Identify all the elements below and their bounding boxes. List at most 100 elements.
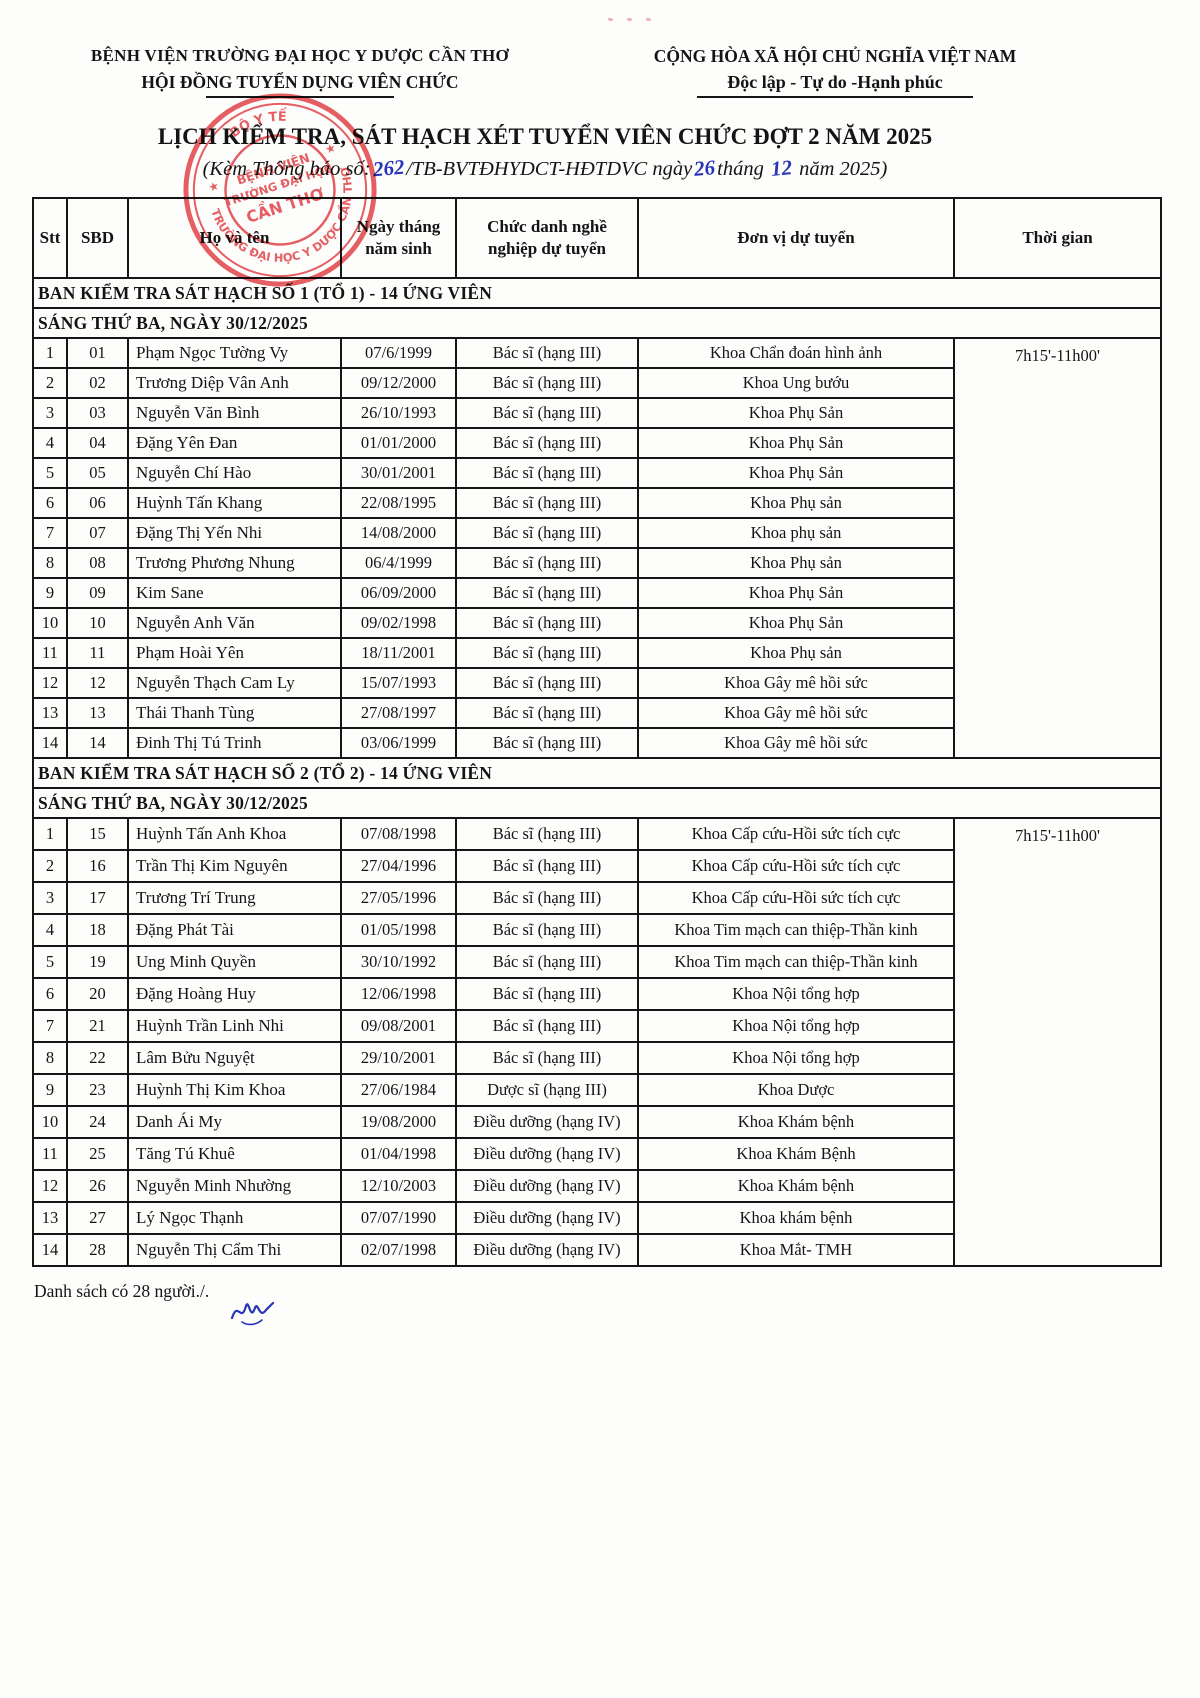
stt-cell: 13 bbox=[32, 697, 68, 729]
stt-cell: 2 bbox=[32, 367, 68, 399]
footer-note: Danh sách có 28 người./. bbox=[34, 1281, 210, 1301]
title-cell: Bác sĩ (hạng III) bbox=[455, 913, 639, 947]
unit-cell: Khoa Chẩn đoán hình ảnh bbox=[637, 337, 955, 369]
candidate-row: 10 10 Nguyễn Anh Văn 09/02/1998 Bác sĩ (hạng… bbox=[32, 607, 1161, 639]
dob-cell: 27/05/1996 bbox=[340, 881, 457, 915]
title-cell: Bác sĩ (hạng III) bbox=[455, 547, 639, 579]
col-header-title: Chức danh nghề nghiệp dự tuyển bbox=[455, 197, 639, 279]
stt-cell: 8 bbox=[32, 1041, 68, 1075]
sbd-cell: 25 bbox=[66, 1137, 129, 1171]
document-subtitle: (Kèm Thông báo số:262/TB-BVTĐHYDCT-HĐTDV… bbox=[25, 155, 1065, 182]
stt-cell: 11 bbox=[32, 637, 68, 669]
name-cell: Trương Phương Nhung bbox=[127, 547, 342, 579]
title-cell: Bác sĩ (hạng III) bbox=[455, 577, 639, 609]
unit-cell: Khoa khám bệnh bbox=[637, 1201, 955, 1235]
stt-cell: 9 bbox=[32, 1073, 68, 1107]
exam-schedule-table: Stt SBD Họ và tên Ngày tháng năm sinh Ch… bbox=[32, 197, 1162, 1267]
candidate-row: 6 20 Đặng Hoàng Huy 12/06/1998 Bác sĩ (hạng … bbox=[32, 977, 1161, 1011]
dob-cell: 26/10/1993 bbox=[340, 397, 457, 429]
issuer-org-name: BỆNH VIỆN TRƯỜNG ĐẠI HỌC Y DƯỢC CẦN THƠ bbox=[90, 46, 510, 65]
sbd-cell: 18 bbox=[66, 913, 129, 947]
unit-cell: Khoa phụ sản bbox=[637, 517, 955, 549]
stt-cell: 11 bbox=[32, 1137, 68, 1171]
dob-cell: 09/12/2000 bbox=[340, 367, 457, 399]
title-cell: Điều dưỡng (hạng IV) bbox=[455, 1201, 639, 1235]
candidate-row: 9 09 Kim Sane 06/09/2000 Bác sĩ (hạng III) Kh… bbox=[32, 577, 1161, 609]
unit-cell: Khoa Cấp cứu-Hồi sức tích cực bbox=[637, 817, 955, 851]
dob-cell: 06/4/1999 bbox=[340, 547, 457, 579]
title-cell: Điều dưỡng (hạng IV) bbox=[455, 1105, 639, 1139]
document-header: BỆNH VIỆN TRƯỜNG ĐẠI HỌC Y DƯỢC CẦN THƠ … bbox=[0, 0, 1200, 98]
title-cell: Điều dưỡng (hạng IV) bbox=[455, 1137, 639, 1171]
stt-cell: 1 bbox=[32, 337, 68, 369]
sbd-cell: 01 bbox=[66, 337, 129, 369]
unit-cell: Khoa Khám Bệnh bbox=[637, 1137, 955, 1171]
unit-cell: Khoa Phụ Sản bbox=[637, 607, 955, 639]
table-header: Stt SBD Họ và tên Ngày tháng năm sinh Ch… bbox=[32, 197, 1162, 279]
dob-cell: 27/06/1984 bbox=[340, 1073, 457, 1107]
candidate-row: 4 18 Đặng Phát Tài 01/05/1998 Bác sĩ (hạng I… bbox=[32, 913, 1161, 947]
dob-cell: 09/02/1998 bbox=[340, 607, 457, 639]
unit-cell: Khoa Ung bướu bbox=[637, 367, 955, 399]
subtitle-mid2: tháng bbox=[717, 158, 764, 180]
col-header-sbd: SBD bbox=[66, 197, 129, 279]
title-cell: Bác sĩ (hạng III) bbox=[455, 881, 639, 915]
dob-cell: 09/08/2001 bbox=[340, 1009, 457, 1043]
title-cell: Bác sĩ (hạng III) bbox=[455, 667, 639, 699]
stt-cell: 4 bbox=[32, 913, 68, 947]
stt-cell: 12 bbox=[32, 667, 68, 699]
unit-cell: Khoa Tim mạch can thiệp-Thần kinh bbox=[637, 945, 955, 979]
col-header-time: Thời gian bbox=[953, 197, 1162, 279]
stt-cell: 12 bbox=[32, 1169, 68, 1203]
sbd-cell: 08 bbox=[66, 547, 129, 579]
unit-cell: Khoa Phụ Sản bbox=[637, 457, 955, 489]
dob-cell: 02/07/1998 bbox=[340, 1233, 457, 1267]
stt-cell: 7 bbox=[32, 1009, 68, 1043]
sbd-cell: 17 bbox=[66, 881, 129, 915]
title-cell: Bác sĩ (hạng III) bbox=[455, 1009, 639, 1043]
unit-cell: Khoa Phụ Sản bbox=[637, 427, 955, 459]
sbd-cell: 10 bbox=[66, 607, 129, 639]
name-cell: Danh Ái My bbox=[127, 1105, 342, 1139]
sbd-cell: 21 bbox=[66, 1009, 129, 1043]
unit-cell: Khoa Cấp cứu-Hồi sức tích cực bbox=[637, 881, 955, 915]
motto-underline bbox=[697, 96, 973, 98]
national-motto: Độc lập - Tự do -Hạnh phúc bbox=[727, 72, 943, 92]
issuer-underline bbox=[206, 96, 394, 98]
unit-cell: Khoa Khám bệnh bbox=[637, 1105, 955, 1139]
candidate-row: 1 01 Phạm Ngọc Tường Vy 07/6/1999 Bác sĩ (hạ… bbox=[32, 337, 1162, 759]
candidate-row: 2 16 Trần Thị Kim Nguyên 27/04/1996 Bác sĩ (… bbox=[32, 849, 1161, 883]
stt-cell: 1 bbox=[32, 817, 68, 851]
name-cell: Huỳnh Thị Kim Khoa bbox=[127, 1073, 342, 1107]
sbd-cell: 06 bbox=[66, 487, 129, 519]
title-cell: Bác sĩ (hạng III) bbox=[455, 607, 639, 639]
name-cell: Nguyễn Chí Hào bbox=[127, 457, 342, 489]
stt-cell: 6 bbox=[32, 977, 68, 1011]
col-header-dob: Ngày tháng năm sinh bbox=[340, 197, 457, 279]
name-cell: Đặng Thị Yến Nhi bbox=[127, 517, 342, 549]
subtitle-prefix: (Kèm Thông báo số: bbox=[202, 158, 371, 180]
dob-cell: 19/08/2000 bbox=[340, 1105, 457, 1139]
stt-cell: 5 bbox=[32, 945, 68, 979]
name-cell: Đinh Thị Tú Trinh bbox=[127, 727, 342, 759]
dob-cell: 22/08/1995 bbox=[340, 487, 457, 519]
title-cell: Bác sĩ (hạng III) bbox=[455, 367, 639, 399]
title-cell: Bác sĩ (hạng III) bbox=[455, 977, 639, 1011]
name-cell: Đặng Hoàng Huy bbox=[127, 977, 342, 1011]
candidate-row: 14 28 Nguyễn Thị Cẩm Thi 02/07/1998 Điều dưỡ… bbox=[32, 1233, 1161, 1267]
unit-cell: Khoa Phụ sản bbox=[637, 547, 955, 579]
name-cell: Nguyễn Thạch Cam Ly bbox=[127, 667, 342, 699]
stt-cell: 7 bbox=[32, 517, 68, 549]
candidate-row: 8 22 Lâm Bửu Nguyệt 29/10/2001 Bác sĩ (hạng … bbox=[32, 1041, 1161, 1075]
unit-cell: Khoa Phụ sản bbox=[637, 637, 955, 669]
name-cell: Lâm Bửu Nguyệt bbox=[127, 1041, 342, 1075]
issuer-council-name: HỘI ĐỒNG TUYỂN DỤNG VIÊN CHỨC bbox=[141, 72, 459, 92]
name-cell: Huỳnh Trần Linh Nhi bbox=[127, 1009, 342, 1043]
name-cell: Kim Sane bbox=[127, 577, 342, 609]
sbd-cell: 02 bbox=[66, 367, 129, 399]
name-cell: Huỳnh Tấn Khang bbox=[127, 487, 342, 519]
national-title: CỘNG HÒA XÃ HỘI CHỦ NGHĨA VIỆT NAM bbox=[653, 46, 1017, 66]
name-cell: Đặng Yên Đan bbox=[127, 427, 342, 459]
stt-cell: 13 bbox=[32, 1201, 68, 1235]
candidate-row: 12 12 Nguyễn Thạch Cam Ly 15/07/1993 Bác sĩ … bbox=[32, 667, 1161, 699]
